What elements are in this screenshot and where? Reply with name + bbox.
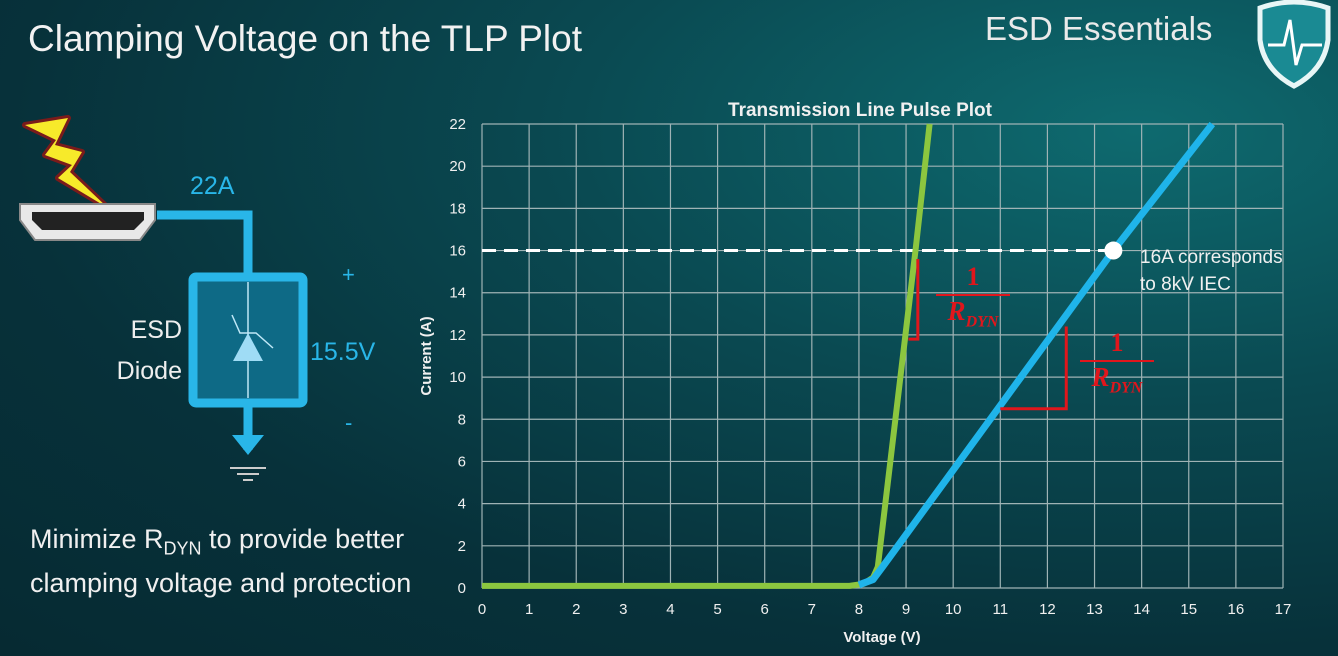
- y-axis-label: Current (A): [418, 316, 435, 395]
- slope-triangle-0: [908, 258, 920, 341]
- x-tick-label: 16: [1228, 601, 1245, 618]
- x-tick-label: 10: [945, 601, 962, 618]
- series-line-1: [857, 121, 1216, 589]
- circuit-diagram: [19, 115, 308, 481]
- y-tick-label: 0: [458, 580, 466, 597]
- x-tick-label: 9: [902, 601, 910, 618]
- y-tick-label: 16: [449, 243, 466, 260]
- hdmi-connector-icon: [19, 203, 156, 241]
- plus-sign: +: [342, 262, 355, 287]
- x-tick-label: 1: [525, 601, 533, 618]
- x-tick-label: 2: [572, 601, 580, 618]
- x-tick-label: 6: [761, 601, 769, 618]
- y-tick-label: 12: [449, 327, 466, 344]
- shield-heartbeat-icon: [1257, 0, 1331, 89]
- current-label: 22A: [190, 172, 235, 200]
- device-label: ESD Diode: [90, 310, 182, 392]
- y-tick-label: 22: [449, 116, 466, 133]
- slope-den-sub: DYN: [1109, 379, 1143, 397]
- x-tick-label: 11: [993, 601, 1009, 618]
- ground-icon: [230, 467, 266, 481]
- bottom-text-post: to provide better clamping voltage and p…: [30, 524, 412, 599]
- x-tick-label: 13: [1086, 601, 1103, 618]
- x-tick-label: 14: [1133, 601, 1150, 618]
- slope-den: R: [1091, 362, 1110, 392]
- x-tick-label: 17: [1275, 601, 1292, 618]
- slope-den-sub: DYN: [965, 313, 999, 331]
- annotation-16a: 16A corresponds to 8kV IEC: [1140, 244, 1283, 298]
- brand-name: ESD Essentials: [985, 10, 1213, 47]
- y-tick-label: 20: [449, 158, 466, 175]
- chart-title: Transmission Line Pulse Plot: [728, 100, 993, 121]
- series-line-0: [482, 123, 933, 589]
- y-tick-label: 4: [458, 496, 466, 513]
- annotation-line2: to 8kV IEC: [1140, 274, 1231, 295]
- slide-title: Clamping Voltage on the TLP Plot: [28, 18, 583, 59]
- y-tick-label: 18: [449, 200, 466, 217]
- x-tick-label: 7: [808, 601, 816, 618]
- bottom-text-sub: DYN: [163, 538, 202, 559]
- device-label-line2: Diode: [116, 357, 182, 385]
- slope-den: R: [947, 296, 966, 326]
- slope-label-green: 1 RDYN: [936, 262, 1010, 331]
- x-tick-label: 5: [713, 601, 721, 618]
- slope-label-blue: 1 RDYN: [1080, 328, 1154, 397]
- x-tick-label: 0: [478, 601, 486, 618]
- y-tick-label: 2: [458, 538, 466, 555]
- x-tick-label: 15: [1180, 601, 1197, 618]
- x-tick-label: 12: [1039, 601, 1056, 618]
- bottom-text: Minimize RDYN to provide better clamping…: [30, 522, 420, 601]
- tvs-diode-icon: [188, 272, 308, 408]
- marker-16a: [1104, 241, 1123, 260]
- device-label-line1: ESD: [130, 316, 182, 344]
- minus-sign: -: [345, 410, 353, 435]
- x-axis-label: Voltage (V): [843, 629, 920, 646]
- y-tick-label: 6: [458, 453, 466, 470]
- slope-num: 1: [1080, 328, 1154, 362]
- y-tick-label: 10: [449, 369, 466, 386]
- y-tick-label: 14: [449, 285, 466, 302]
- y-tick-label: 8: [458, 411, 466, 428]
- x-tick-label: 4: [666, 601, 674, 618]
- x-tick-label: 3: [619, 601, 627, 618]
- voltage-label: 15.5V: [310, 338, 376, 366]
- bottom-text-pre: Minimize R: [30, 524, 164, 554]
- slope-num: 1: [936, 262, 1010, 296]
- annotation-line1: 16A corresponds: [1140, 247, 1283, 268]
- slope-triangle-1: [1000, 326, 1068, 411]
- x-tick-label: 8: [855, 601, 863, 618]
